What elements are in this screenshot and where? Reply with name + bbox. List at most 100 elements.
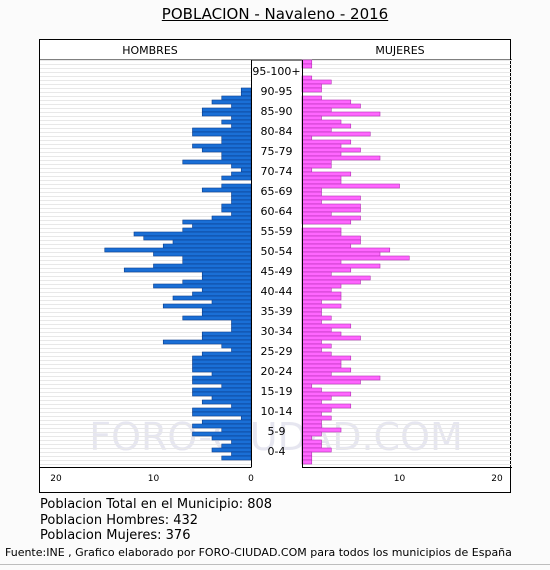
male-bar-age-43 [201,287,252,293]
male-bar-age-80 [221,139,252,145]
male-bar-age-90 [211,99,252,105]
male-bar-age-4 [221,443,252,449]
male-bar-age-84 [231,123,252,129]
female-bar-age-78 [301,147,361,153]
female-bar-age-40 [301,299,322,305]
female-bar-age-14 [301,403,352,409]
female-bar-age-10 [301,419,322,425]
male-bar-age-76 [221,155,252,161]
male-bar-age-16 [211,395,252,401]
male-bar-age-63 [221,207,252,213]
female-bar-age-85 [301,119,342,125]
female-bar-age-89 [301,103,361,109]
female-bar-age-23 [301,367,352,373]
male-bar-age-85 [221,119,252,125]
female-bar-age-83 [301,127,332,133]
female-bar-age-38 [301,307,322,313]
female-bar-age-56 [301,235,361,241]
x-tick-label: 10 [394,474,406,484]
female-bar-age-58 [301,227,342,233]
male-bar-age-3 [211,447,252,453]
male-bar-age-1 [221,455,252,461]
female-bar-age-67 [301,191,322,197]
female-bar-age-34 [301,323,352,329]
male-bar-age-51 [182,255,252,261]
female-bar-age-91 [301,95,322,101]
female-bar-age-19 [301,383,313,389]
male-bar-age-40 [211,299,252,305]
male-bar-age-27 [201,351,252,357]
hombres-label: HOMBRES [122,44,178,57]
male-bar-age-67 [231,191,252,197]
age-label: 75-79 [261,145,293,158]
male-bar-age-6 [211,435,252,441]
female-bar-age-77 [301,151,342,157]
female-bar-age-74 [301,163,332,169]
male-population: Poblacion Hombres: 432 [40,513,199,528]
male-bar-age-5 [231,439,252,445]
female-bar-age-39 [301,303,342,309]
male-bar-age-59 [192,223,252,229]
male-bar-age-8 [221,427,252,433]
female-bar-age-81 [301,135,313,141]
female-bar-age-35 [301,319,322,325]
female-bar-age-24 [301,363,342,369]
female-bar-age-90 [301,99,352,105]
male-bar-age-37 [201,311,252,317]
age-label: 60-64 [261,205,293,218]
female-bar-age-32 [301,331,342,337]
female-bar-age-53 [301,247,391,253]
female-bar-age-71 [301,175,342,181]
male-bar-age-24 [192,363,252,369]
female-bar-age-1 [301,455,313,461]
female-bar-age-37 [301,311,322,317]
male-bar-age-69 [221,183,252,189]
age-label: 80-84 [261,125,293,138]
age-label: 55-59 [261,225,293,238]
female-population: Poblacion Mujeres: 376 [40,528,191,543]
female-bar-age-57 [301,231,342,237]
male-bar-age-36 [182,315,252,321]
female-bar-age-54 [301,243,352,249]
male-bar-age-68 [201,187,252,193]
female-bar-age-100 [301,59,313,65]
female-bar-age-42 [301,291,342,297]
age-label: 65-69 [261,185,293,198]
male-bar-age-75 [182,159,252,165]
male-bar-age-55 [172,239,252,245]
female-bar-age-61 [301,215,361,221]
age-label: 95-100+ [252,65,300,78]
male-bar-age-12 [192,411,252,417]
female-bar-age-84 [301,123,352,129]
female-bar-age-0 [301,459,313,465]
female-bar-age-96 [301,75,313,81]
age-label: 10-14 [261,405,293,418]
male-bar-age-13 [192,407,252,413]
male-bar-age-25 [192,359,252,365]
male-bar-age-56 [143,235,252,241]
female-bar-age-41 [301,295,342,301]
female-bar-age-69 [301,183,400,189]
age-label: 50-54 [261,245,293,258]
female-bar-age-21 [301,375,381,381]
male-bar-age-38 [201,307,252,313]
x-tick-label: 20 [50,474,62,484]
female-bar-age-25 [301,359,342,365]
male-bar-age-28 [231,347,252,353]
female-bar-age-47 [301,271,332,277]
male-bar-age-72 [231,171,252,177]
female-bar-age-80 [301,139,352,145]
female-bar-age-20 [301,379,361,385]
male-bar-age-62 [231,211,252,217]
male-bar-age-58 [182,227,252,233]
male-bar-age-32 [201,331,252,337]
female-bar-age-73 [301,167,313,173]
total-population: Poblacion Total en el Municipio: 808 [40,497,273,512]
female-bar-age-6 [301,435,313,441]
age-label: 5-9 [268,425,286,438]
male-bar-age-21 [192,375,252,381]
female-bar-age-31 [301,335,361,341]
female-bar-age-18 [301,387,322,393]
age-label: 90-95 [261,85,293,98]
male-bar-age-57 [133,231,252,237]
